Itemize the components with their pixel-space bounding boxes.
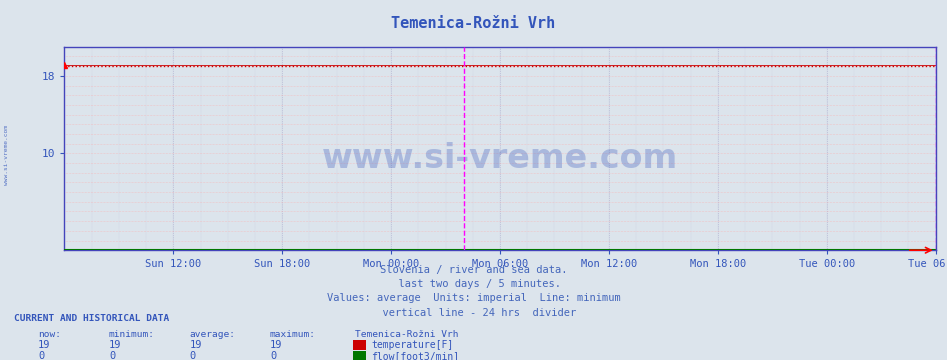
Text: minimum:: minimum: — [109, 330, 155, 338]
Text: 19: 19 — [189, 340, 202, 350]
Text: average:: average: — [189, 330, 236, 338]
Text: vertical line - 24 hrs  divider: vertical line - 24 hrs divider — [370, 308, 577, 318]
Text: 19: 19 — [38, 340, 50, 350]
Text: maximum:: maximum: — [270, 330, 316, 338]
Text: now:: now: — [38, 330, 61, 338]
Text: Values: average  Units: imperial  Line: minimum: Values: average Units: imperial Line: mi… — [327, 293, 620, 303]
Text: flow[foot3/min]: flow[foot3/min] — [371, 351, 459, 360]
Text: www.si-vreme.com: www.si-vreme.com — [4, 125, 9, 185]
Text: 19: 19 — [109, 340, 121, 350]
Text: temperature[F]: temperature[F] — [371, 340, 454, 350]
Text: 0: 0 — [270, 351, 277, 360]
Text: Slovenia / river and sea data.: Slovenia / river and sea data. — [380, 265, 567, 275]
Text: last two days / 5 minutes.: last two days / 5 minutes. — [386, 279, 561, 289]
Text: 19: 19 — [270, 340, 282, 350]
Text: 0: 0 — [189, 351, 196, 360]
Text: www.si-vreme.com: www.si-vreme.com — [322, 142, 678, 175]
Text: 0: 0 — [109, 351, 116, 360]
Text: 0: 0 — [38, 351, 45, 360]
Text: CURRENT AND HISTORICAL DATA: CURRENT AND HISTORICAL DATA — [14, 314, 170, 323]
Text: Temenica-Rožni Vrh: Temenica-Rožni Vrh — [391, 16, 556, 31]
Text: Temenica-Rožni Vrh: Temenica-Rožni Vrh — [355, 330, 458, 338]
